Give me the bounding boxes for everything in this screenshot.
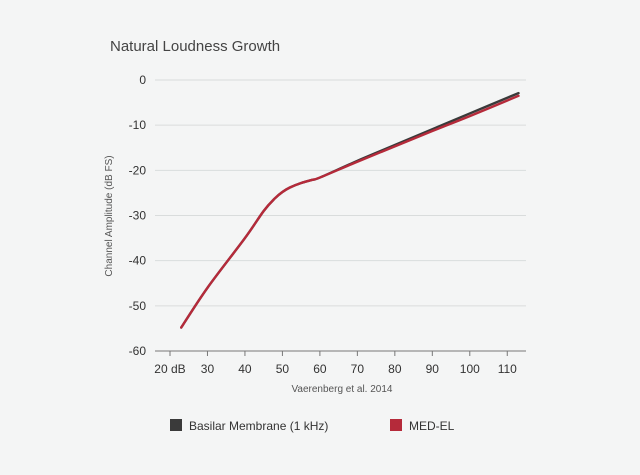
y-tick-label: -60 [129, 344, 147, 358]
series-line-0 [180, 91, 520, 329]
x-tick-label: 30 [201, 362, 215, 376]
x-tick-label: 40 [238, 362, 252, 376]
y-tick-label: -40 [129, 254, 147, 268]
legend-swatch [390, 419, 402, 431]
y-tick-label: 0 [139, 73, 146, 87]
legend-label: Basilar Membrane (1 kHz) [189, 419, 328, 433]
x-axis-ticks: 20 dB 30 40 50 60 70 80 90 100 110 [154, 351, 517, 376]
legend-swatch [170, 419, 182, 431]
y-tick-label: -30 [129, 209, 147, 223]
series-line-1 [180, 94, 520, 329]
x-tick-label: 50 [276, 362, 290, 376]
gridlines [155, 79, 526, 307]
x-tick-label: 110 [498, 362, 517, 376]
legend: Basilar Membrane (1 kHz) MED-EL [170, 419, 455, 433]
x-axis-label: Vaerenberg et al. 2014 [291, 384, 392, 395]
x-tick-label: 60 [313, 362, 327, 376]
x-tick-label: 70 [351, 362, 365, 376]
legend-label: MED-EL [409, 419, 455, 433]
series-lines [180, 91, 520, 329]
x-tick-label: 100 [460, 362, 480, 376]
x-tick-label: 80 [388, 362, 402, 376]
chart-title: Natural Loudness Growth [110, 38, 280, 55]
x-tick-label: 20 dB [154, 362, 185, 376]
y-tick-label: -10 [129, 118, 147, 132]
y-tick-label: -20 [129, 163, 147, 177]
y-tick-label: -50 [129, 299, 147, 313]
y-axis-ticks: 0 -10 -20 -30 -40 -50 -60 [129, 73, 147, 358]
x-tick-label: 90 [426, 362, 440, 376]
y-axis-label: Channel Amplitude (dB FS) [104, 155, 115, 276]
